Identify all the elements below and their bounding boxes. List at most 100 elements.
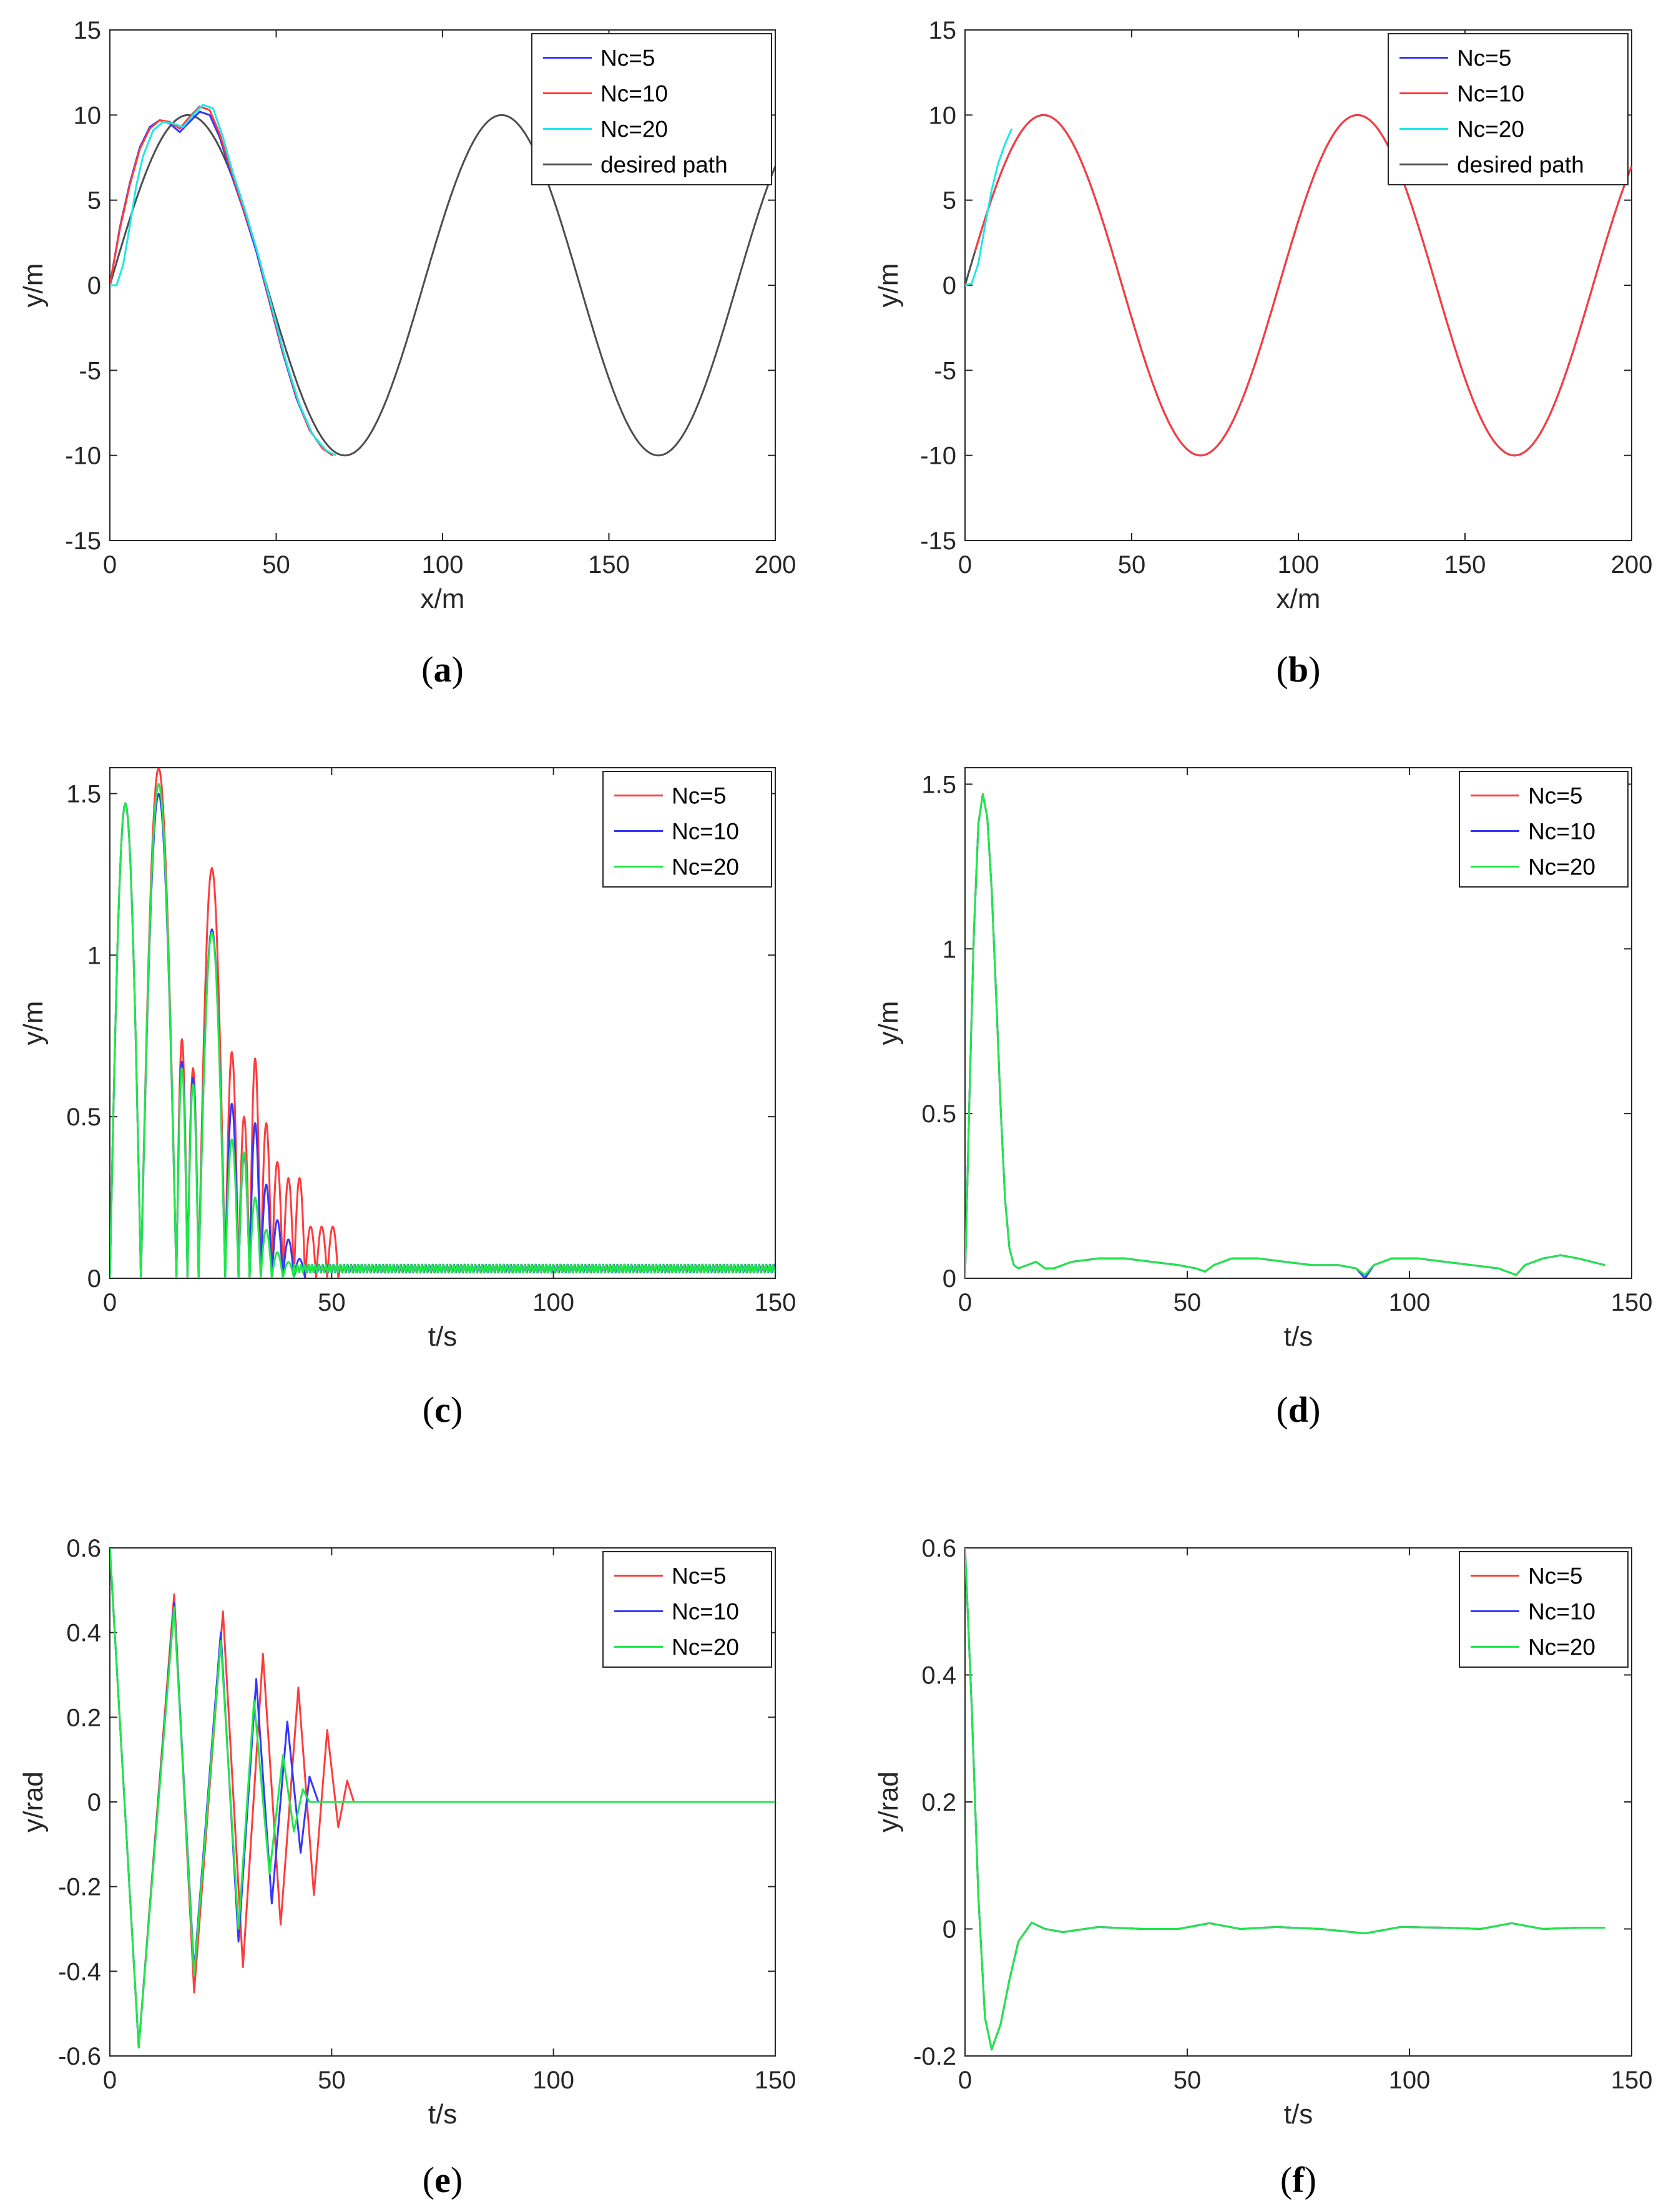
legend: Nc=5 Nc=10 Nc=20 [1459, 771, 1629, 888]
y-tick-label: 10 [74, 102, 102, 129]
series-group [110, 768, 775, 1278]
x-tick-label: 150 [1444, 551, 1486, 579]
legend: Nc=5 Nc=10 Nc=20 [602, 1551, 772, 1668]
legend-entry: Nc=20 [600, 117, 668, 142]
x-axis-label: t/s [1284, 1321, 1313, 1352]
x-tick-label: 100 [532, 1289, 574, 1316]
y-tick-label: -0.2 [58, 1874, 101, 1901]
x-tick-label: 100 [1278, 551, 1320, 579]
legend: Nc=5 Nc=10 Nc=20 [1459, 1551, 1629, 1668]
series-group [965, 1548, 1605, 2051]
panel-caption-letter: a [434, 649, 452, 690]
legend-entry: Nc=5 [672, 783, 726, 809]
panel-d: 0 50 100 150 0 0.5 1 1.5 t/s y/m Nc=5 Nc=10 Nc=20 (d) [873, 767, 1653, 1430]
y-tick-label: 0 [87, 1789, 101, 1816]
series-line-nc-20 [110, 104, 337, 457]
x-axis-label: x/m [1277, 584, 1321, 614]
panel-e: 0 50 100 150 -0.6 -0.4 -0.2 0 0.2 0.4 0.6 t/s y/rad N… [18, 1535, 796, 2200]
y-tick-label: 0.5 [66, 1104, 101, 1131]
y-tick-label: 0 [943, 1265, 956, 1293]
series-group [965, 793, 1605, 1278]
y-tick-label: 0.2 [921, 1789, 956, 1816]
legend-box [1459, 771, 1629, 888]
y-tick-label: 5 [87, 187, 101, 215]
panel-c: 0 50 100 150 0 0.5 1 1.5 t/s y/m Nc=5 Nc=10 Nc=20 (c) [18, 767, 796, 1430]
x-tick-label: 0 [958, 1289, 972, 1316]
legend-entry: Nc=20 [1528, 1635, 1595, 1660]
x-tick-label: 200 [755, 551, 796, 579]
legend-entry: Nc=10 [672, 819, 739, 844]
panel-a: 0 50 100 150 200 -15 -10 -5 0 5 10 15 x/m y/m Nc=5 Nc=1… [18, 17, 796, 690]
legend-entry: Nc=10 [1528, 819, 1595, 844]
x-tick-label: 150 [1611, 2067, 1653, 2094]
legend-entry: Nc=20 [1457, 117, 1524, 142]
legend-box [602, 1551, 772, 1668]
series-line-nc-10 [974, 114, 1632, 457]
panel-caption-letter: b [1288, 649, 1308, 690]
y-tick-label: -15 [65, 527, 101, 555]
legend-entry: Nc=10 [1457, 81, 1524, 107]
x-axis-label: x/m [421, 584, 465, 614]
panel-caption-letter: d [1288, 1389, 1308, 1430]
legend: Nc=5 Nc=10 Nc=20 desired path [1388, 33, 1629, 185]
y-tick-label: -0.4 [58, 1958, 101, 1985]
y-tick-label: -0.2 [913, 2043, 956, 2070]
legend-entry: Nc=5 [672, 1564, 726, 1589]
y-tick-label: -5 [79, 357, 101, 384]
x-axis-label: t/s [1284, 2099, 1313, 2130]
x-axis-label: t/s [428, 2099, 457, 2130]
x-tick-label: 100 [422, 551, 464, 579]
y-axis-label: y/m [873, 1001, 904, 1045]
y-axis-label: y/rad [18, 1771, 49, 1833]
y-tick-label: -5 [934, 357, 956, 384]
panel-caption-letter: e [434, 2160, 451, 2200]
panel-f: 0 50 100 150-0.200.20.40.6t/sy/radNc=5Nc=10… [873, 1535, 1652, 2200]
y-tick-label: -15 [920, 527, 956, 555]
series-line-desired-path [110, 114, 775, 457]
x-tick-label: 0 [103, 1289, 117, 1316]
legend-box [602, 771, 772, 888]
legend-entry: Nc=10 [600, 81, 668, 107]
panel-caption: (f) [1280, 2160, 1316, 2200]
y-tick-label: 0.5 [921, 1100, 956, 1128]
y-tick-label: 0 [943, 1916, 956, 1944]
y-tick-label: 5 [943, 187, 956, 215]
panel-caption: (a) [421, 649, 464, 690]
legend-entry: desired path [600, 152, 728, 178]
legend-entry: Nc=5 [1528, 1564, 1582, 1589]
x-tick-label: 50 [1174, 2067, 1202, 2094]
y-tick-label: -10 [920, 443, 956, 470]
x-tick-label: 100 [1389, 1289, 1431, 1316]
x-tick-label: 100 [532, 2067, 574, 2094]
legend: Nc=5 Nc=10 Nc=20 desired path [531, 33, 772, 185]
x-tick-label: 50 [1118, 551, 1146, 579]
y-tick-label: -0.6 [58, 2043, 101, 2070]
x-tick-label: 0 [103, 2067, 117, 2094]
y-axis-label: y/m [873, 263, 904, 308]
legend: Nc=5 Nc=10 Nc=20 [602, 771, 772, 888]
series-line-nc-20 [965, 793, 1605, 1278]
series-line-nc-10 [110, 1548, 775, 2048]
y-tick-label: 0.4 [921, 1662, 956, 1690]
series-line-nc-20 [110, 783, 775, 1278]
legend-entry: Nc=20 [672, 1635, 739, 1660]
legend-entry: Nc=20 [1528, 854, 1595, 880]
x-tick-label: 0 [103, 551, 117, 579]
y-tick-label: 1.5 [921, 771, 956, 798]
y-tick-label: 1 [87, 942, 101, 969]
x-tick-label: 150 [588, 551, 630, 579]
y-tick-label: 0.4 [66, 1620, 101, 1647]
legend-entry: Nc=5 [1528, 783, 1582, 809]
x-axis-label: t/s [428, 1321, 457, 1352]
legend-entry: Nc=5 [600, 46, 655, 71]
legend-entry: Nc=10 [672, 1599, 739, 1625]
x-tick-label: 200 [1611, 551, 1653, 579]
legend-box [1459, 1551, 1629, 1668]
series-line-nc-20 [965, 128, 1013, 286]
legend-entry: desired path [1457, 152, 1584, 178]
panel-caption: (b) [1277, 649, 1321, 690]
series-line-nc-20 [110, 1548, 775, 2048]
y-tick-label: 15 [929, 17, 957, 44]
y-axis-label: y/rad [873, 1771, 904, 1833]
x-tick-label: 150 [1611, 1289, 1653, 1316]
